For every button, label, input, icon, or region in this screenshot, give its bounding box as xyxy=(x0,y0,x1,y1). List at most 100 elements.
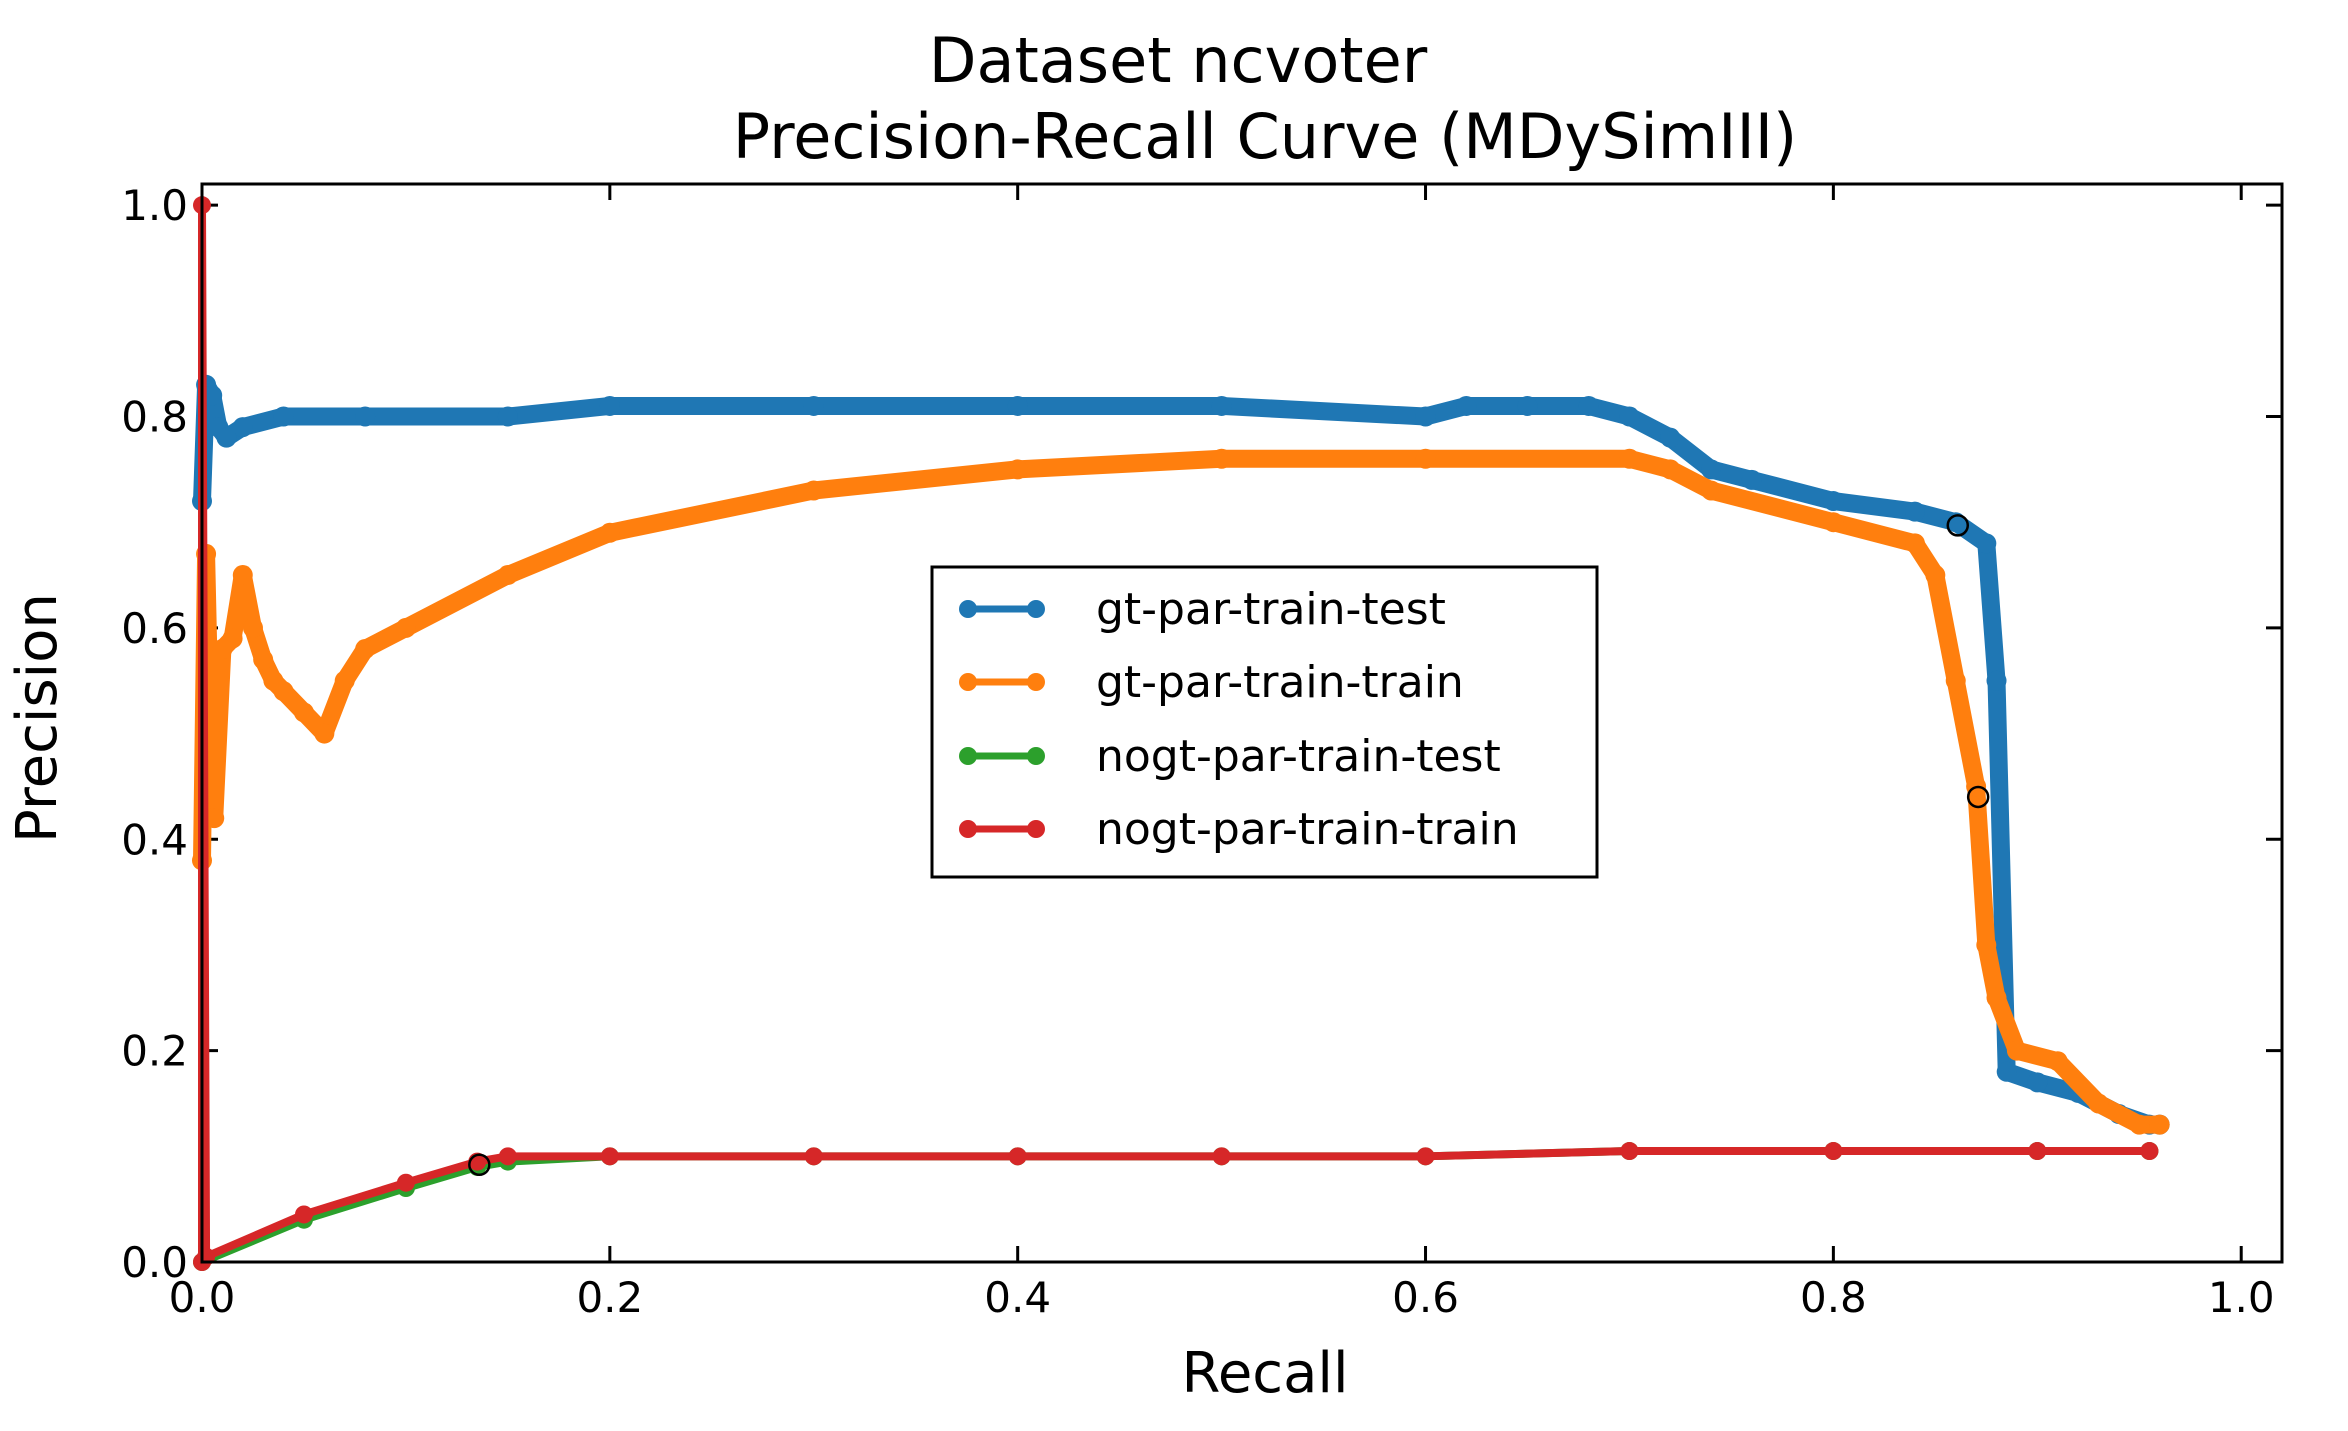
data-point xyxy=(273,681,294,702)
legend-marker-nogt-par-train-test xyxy=(959,747,977,765)
data-point xyxy=(1517,395,1538,416)
highlight-point xyxy=(1966,785,1990,809)
y-tick-label: 0.4 xyxy=(121,815,188,864)
data-point xyxy=(1823,512,1844,533)
data-point xyxy=(1904,533,1925,554)
data-point xyxy=(1415,448,1436,469)
x-tick-label: 1.0 xyxy=(2208,1273,2275,1322)
legend-entry-gt-par-train-test: gt-par-train-test xyxy=(959,584,1446,635)
data-point xyxy=(355,639,376,660)
data-point xyxy=(204,808,225,829)
data-point xyxy=(293,702,314,723)
data-point xyxy=(1619,406,1640,427)
data-point xyxy=(1415,406,1436,427)
data-point xyxy=(202,385,223,406)
legend-entry-nogt-par-train-test: nogt-par-train-test xyxy=(959,731,1501,782)
legend-marker-nogt-par-train-train xyxy=(959,820,977,838)
data-point xyxy=(1007,395,1028,416)
data-point xyxy=(222,628,243,649)
x-axis-ticks: 0.0 0.2 0.4 0.6 0.8 1.0 xyxy=(169,184,2275,1322)
data-point xyxy=(2006,1040,2027,1061)
data-point xyxy=(273,406,294,427)
data-point xyxy=(355,406,376,427)
legend-marker-gt-par-train-train xyxy=(959,673,977,691)
data-point xyxy=(1578,395,1599,416)
x-tick-label: 0.0 xyxy=(169,1273,236,1322)
data-point xyxy=(1701,459,1722,480)
data-point xyxy=(1660,427,1681,448)
highlight-point xyxy=(1946,514,1970,537)
data-point xyxy=(1416,1147,1435,1166)
data-point xyxy=(232,417,253,438)
data-point xyxy=(1986,987,2007,1008)
data-point xyxy=(294,1205,313,1224)
legend-label-nogt-par-train-train: nogt-par-train-train xyxy=(1096,804,1519,855)
data-point xyxy=(396,1173,415,1192)
legend-entry-nogt-par-train-train: nogt-par-train-train xyxy=(959,804,1519,855)
data-point xyxy=(1823,491,1844,512)
series-nogt-par-train-train xyxy=(193,196,2159,1271)
data-point xyxy=(216,427,237,448)
data-point xyxy=(1211,395,1232,416)
data-point xyxy=(498,1147,517,1166)
data-point xyxy=(2149,1114,2170,1135)
y-tick-label: 0.8 xyxy=(121,393,188,442)
data-point xyxy=(1008,1147,1027,1166)
data-point xyxy=(1976,533,1997,554)
chart-title-line1: Dataset ncvoter xyxy=(929,24,1428,97)
data-point xyxy=(1620,1142,1639,1161)
data-point xyxy=(2129,1114,2150,1135)
data-point xyxy=(497,406,518,427)
data-point xyxy=(1945,670,1966,691)
y-axis-ticks: 0.0 0.2 0.4 0.6 0.8 1.0 xyxy=(121,181,2282,1287)
x-tick-label: 0.4 xyxy=(984,1273,1051,1322)
data-point xyxy=(242,617,263,638)
data-point xyxy=(497,565,518,586)
y-tick-label: 0.0 xyxy=(121,1238,188,1287)
data-point xyxy=(1701,480,1722,501)
data-point xyxy=(1212,1147,1231,1166)
plot-frame xyxy=(200,182,2284,1264)
y-tick-label: 0.2 xyxy=(121,1027,188,1076)
data-point xyxy=(395,617,416,638)
data-point xyxy=(803,480,824,501)
highlight-point xyxy=(468,1153,491,1177)
x-tick-label: 0.2 xyxy=(576,1273,643,1322)
x-tick-label: 0.8 xyxy=(1800,1273,1867,1322)
data-point xyxy=(253,649,274,670)
data-point xyxy=(314,723,335,744)
data-point xyxy=(599,522,620,543)
data-point xyxy=(2047,1051,2068,1072)
data-point xyxy=(1976,934,1997,955)
data-point xyxy=(334,670,355,691)
data-point xyxy=(803,395,824,416)
data-point xyxy=(1824,1142,1843,1161)
data-point xyxy=(1904,501,1925,522)
series-layer xyxy=(192,196,2170,1271)
data-point xyxy=(1986,670,2007,691)
y-axis-label: Precision xyxy=(5,593,70,843)
data-point xyxy=(1211,448,1232,469)
x-axis-label: Recall xyxy=(1181,1341,1348,1406)
legend-entry-gt-par-train-train: gt-par-train-train xyxy=(959,657,1464,708)
data-point xyxy=(1007,459,1028,480)
x-tick-label: 0.6 xyxy=(1392,1273,1459,1322)
data-point xyxy=(1456,395,1477,416)
y-tick-label: 0.6 xyxy=(121,604,188,653)
data-point xyxy=(599,395,620,416)
data-point xyxy=(2140,1142,2159,1161)
data-point xyxy=(2028,1142,2047,1161)
data-point xyxy=(1925,565,1946,586)
legend-marker-gt-par-train-test xyxy=(959,600,977,618)
data-point xyxy=(1619,448,1640,469)
data-point xyxy=(1660,459,1681,480)
data-point xyxy=(2027,1072,2048,1093)
data-point xyxy=(232,565,253,586)
legend-label-gt-par-train-train: gt-par-train-train xyxy=(1096,657,1464,708)
highlight-points xyxy=(468,514,1990,1177)
legend-label-gt-par-train-test: gt-par-train-test xyxy=(1096,584,1446,635)
data-point xyxy=(1741,469,1762,490)
series-line-nogt-par-train-test xyxy=(198,1147,2154,1266)
data-point xyxy=(600,1147,619,1166)
